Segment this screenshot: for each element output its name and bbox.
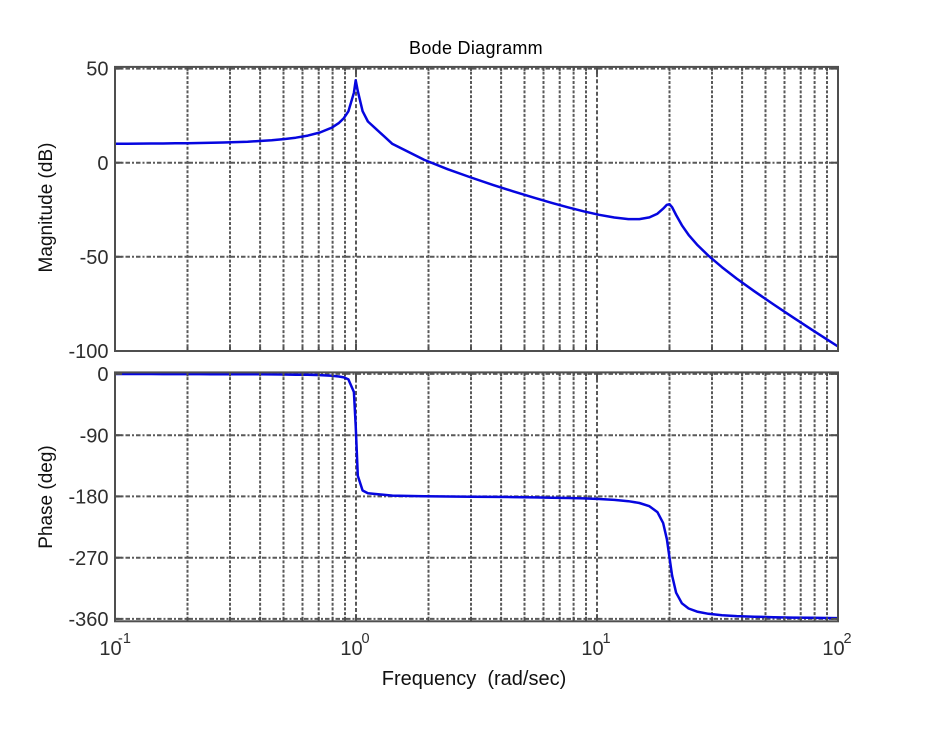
svg-text:Phase (deg): Phase (deg) [36, 445, 57, 549]
svg-text:0: 0 [361, 631, 369, 647]
svg-text:-270: -270 [68, 548, 108, 570]
svg-text:Magnitude (dB): Magnitude (dB) [36, 143, 57, 273]
svg-text:2: 2 [843, 631, 851, 647]
svg-text:0: 0 [97, 153, 108, 175]
svg-text:1: 1 [602, 631, 610, 647]
svg-text:-180: -180 [68, 487, 108, 509]
svg-text:Bode Diagramm: Bode Diagramm [409, 38, 543, 58]
svg-text:10: 10 [581, 638, 603, 660]
svg-text:-360: -360 [68, 609, 108, 631]
svg-text:-90: -90 [80, 425, 109, 447]
svg-text:50: 50 [86, 59, 108, 81]
svg-text:0: 0 [97, 364, 108, 386]
svg-text:10: 10 [340, 638, 362, 660]
svg-text:-1: -1 [118, 631, 131, 647]
svg-text:10: 10 [822, 638, 844, 660]
svg-text:10: 10 [99, 638, 121, 660]
svg-text:Frequency (rad/sec): Frequency (rad/sec) [382, 668, 567, 690]
svg-text:-100: -100 [68, 341, 108, 363]
svg-text:-50: -50 [80, 247, 109, 269]
